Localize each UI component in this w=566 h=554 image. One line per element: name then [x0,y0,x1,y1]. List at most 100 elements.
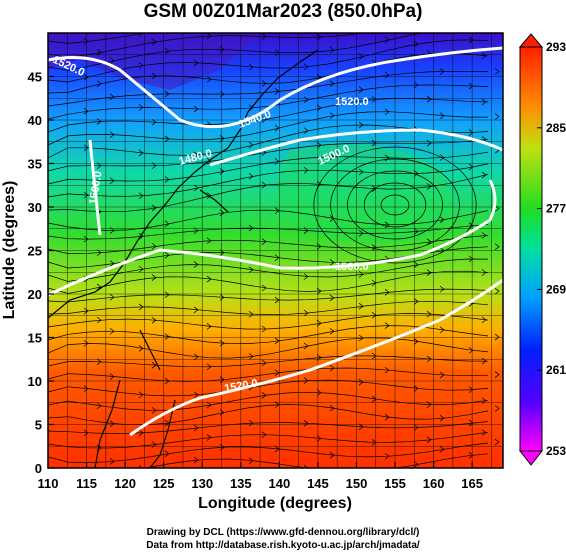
wind-arrow [193,151,199,159]
wind-arrow [468,129,474,136]
wind-arrow [206,323,212,330]
wind-arrow [371,395,377,403]
streamline [48,138,489,172]
cyclone-streamline [380,194,410,216]
wind-arrow [303,96,309,104]
wind-arrow [193,227,199,234]
wind-arrow [248,419,254,427]
y-tick-label: 15 [28,331,42,346]
y-axis-label: Latitude (degrees) [1,181,18,320]
wind-arrow [468,222,474,229]
wind-arrow [358,86,364,93]
wind-arrow [261,33,267,40]
wind-arrow [83,73,89,81]
wind-arrow [384,366,390,374]
y-tick-label: 10 [28,374,42,389]
wind-arrow [219,249,225,256]
wind-arrow [261,284,267,292]
wind-arrow [426,310,432,318]
streamline [48,235,489,254]
wind-arrow [384,221,390,229]
wind-arrow [413,298,419,305]
wind-arrow [261,359,267,367]
wind-arrow [164,377,170,385]
wind-arrow [303,309,309,317]
wind-arrow [109,373,115,380]
wind-arrow [384,413,390,421]
wind-arrow [426,95,432,103]
wind-arrow [303,127,309,135]
wind-arrow [426,269,432,276]
wind-arrow [248,141,254,149]
wind-arrow [219,90,225,98]
wind-arrow [138,149,144,157]
wind-arrow [138,265,144,273]
x-tick-label: 135 [230,476,252,491]
wind-arrow [481,316,487,324]
wind-arrow [83,307,89,315]
wind-arrow [206,237,212,244]
wind-arrow [151,204,157,212]
wind-arrow [358,334,364,342]
x-tick-label: 140 [269,476,291,491]
wind-arrow [96,162,102,170]
wind-arrow [261,238,267,245]
streamline [48,163,489,198]
streamline [48,209,489,231]
wind-arrow [151,38,157,46]
wind-arrow [494,287,500,295]
colorbar-tick-label: 269 [546,282,566,296]
wind-arrow [329,112,335,119]
wind-arrow [481,357,487,365]
streamline [48,337,489,359]
wind-arrow [482,11,486,17]
wind-arrow [274,158,280,165]
wind-arrow [109,293,115,301]
streamline [48,70,489,107]
wind-arrow [274,401,280,408]
wind-arrow [193,59,199,67]
streamline [48,313,489,330]
wind-arrow [371,439,377,446]
map-title: GSM 00Z01Mar2023 (850.0hPa) [143,1,423,22]
wind-arrow [219,409,225,416]
wind-arrow [494,371,500,378]
wind-arrow [248,353,254,360]
wind-arrow [358,168,364,176]
wind-arrow [219,46,225,53]
wind-arrow [371,96,377,103]
wind-arrow [495,24,499,30]
contour-label: 1520.0 [223,377,258,395]
wind-arrow [494,205,500,212]
y-tick-label: 35 [28,157,42,172]
y-tick-label: 5 [35,418,42,433]
wind-arrow [359,17,363,23]
wind-arrow [151,118,157,126]
x-axis-label: Longitude (degrees) [198,495,352,512]
wind-arrow [426,436,432,443]
wind-arrow [109,458,115,465]
wind-arrow [494,333,500,341]
wind-arrow [138,429,144,437]
streamline [48,33,147,44]
x-tick-label: 115 [76,476,97,491]
wind-arrow [83,191,89,199]
streamline [48,84,489,120]
wind-arrow [439,216,445,223]
streamline [48,432,489,449]
wind-arrow [138,192,144,200]
wind-arrow [274,49,280,56]
wind-arrow [439,414,445,422]
wind-arrow [329,405,335,412]
x-tick-label: 165 [461,476,483,491]
wind-arrow [164,333,170,340]
wind-arrow [138,465,143,468]
wind-arrow [358,121,364,129]
wind-arrow [219,376,225,383]
wind-arrow [413,170,419,177]
wind-arrow [481,429,487,436]
wind-arrow [164,251,170,259]
wind-arrow [468,386,474,393]
wind-arrow [193,353,199,361]
x-tick-label: 130 [191,476,213,491]
